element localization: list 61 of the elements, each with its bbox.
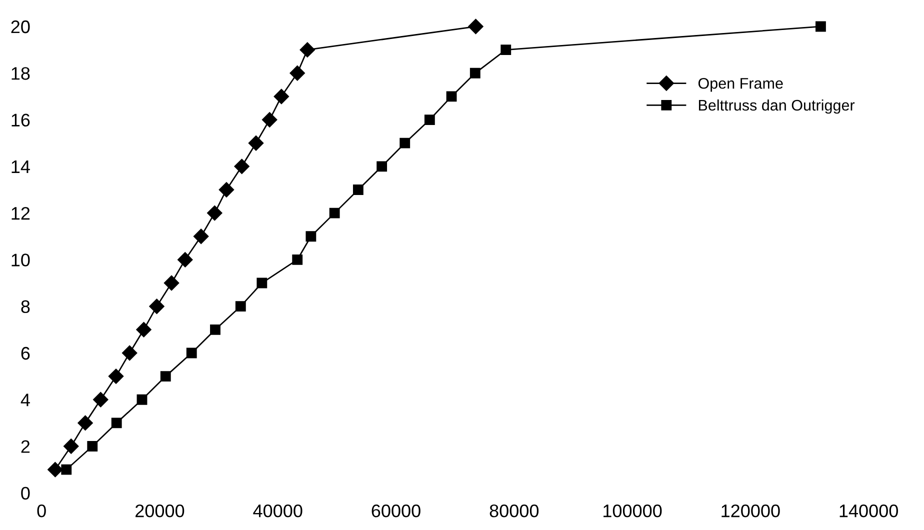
point bbox=[61, 464, 72, 475]
y-tick-label: 14 bbox=[12, 160, 30, 173]
point bbox=[352, 184, 364, 195]
point bbox=[470, 68, 480, 78]
y-tick-label: 2 bbox=[21, 440, 30, 453]
x-tick-label: 60000 bbox=[372, 504, 420, 518]
point bbox=[290, 66, 305, 81]
point bbox=[136, 394, 148, 405]
y-tick-label: 16 bbox=[12, 114, 30, 126]
point bbox=[93, 392, 108, 408]
x-tick-label: 40000 bbox=[253, 504, 302, 518]
y-tick-label: 20 bbox=[11, 20, 30, 34]
point bbox=[64, 438, 79, 454]
point bbox=[446, 91, 457, 102]
point bbox=[400, 138, 410, 148]
x-tick-label: 100000 bbox=[604, 504, 662, 518]
point bbox=[329, 208, 340, 218]
y-tick-label: 8 bbox=[21, 300, 30, 314]
point bbox=[256, 278, 268, 288]
legend-label: Belttruss dan Outrigger bbox=[698, 99, 855, 114]
point bbox=[376, 161, 388, 172]
point bbox=[122, 345, 138, 361]
point bbox=[160, 371, 171, 382]
point bbox=[234, 158, 250, 174]
point bbox=[111, 418, 122, 428]
point bbox=[186, 348, 197, 358]
y-tick-label: 6 bbox=[21, 346, 30, 360]
legend-label: Open Frame bbox=[698, 78, 783, 92]
x-tick-label: 0 bbox=[37, 504, 46, 518]
y-tick-label: 12 bbox=[12, 206, 30, 220]
y-tick-label: 18 bbox=[12, 67, 30, 80]
point bbox=[149, 298, 164, 314]
y-tick-label: 10 bbox=[12, 254, 30, 266]
x-tick-label: 120000 bbox=[722, 504, 780, 518]
point bbox=[500, 44, 512, 56]
point bbox=[274, 88, 289, 104]
point bbox=[468, 18, 484, 34]
x-tick-label: 20000 bbox=[136, 504, 184, 518]
point bbox=[87, 441, 98, 452]
point bbox=[300, 42, 315, 58]
point bbox=[262, 112, 278, 128]
point bbox=[210, 324, 220, 335]
x-tick-label: 140000 bbox=[840, 504, 898, 518]
x-tick-label: 80000 bbox=[490, 504, 539, 518]
point bbox=[306, 231, 316, 242]
point bbox=[136, 322, 152, 338]
point bbox=[248, 136, 264, 151]
point bbox=[292, 254, 303, 265]
point bbox=[194, 228, 209, 244]
y-tick-label: 4 bbox=[20, 394, 30, 406]
y-tick-label: 0 bbox=[21, 486, 30, 500]
point bbox=[164, 275, 180, 291]
point bbox=[178, 252, 193, 268]
point bbox=[218, 182, 234, 198]
point bbox=[235, 301, 246, 312]
point bbox=[108, 368, 124, 384]
point bbox=[78, 415, 93, 431]
point bbox=[816, 21, 826, 32]
point bbox=[207, 205, 222, 221]
point bbox=[424, 114, 435, 125]
point bbox=[48, 462, 63, 478]
